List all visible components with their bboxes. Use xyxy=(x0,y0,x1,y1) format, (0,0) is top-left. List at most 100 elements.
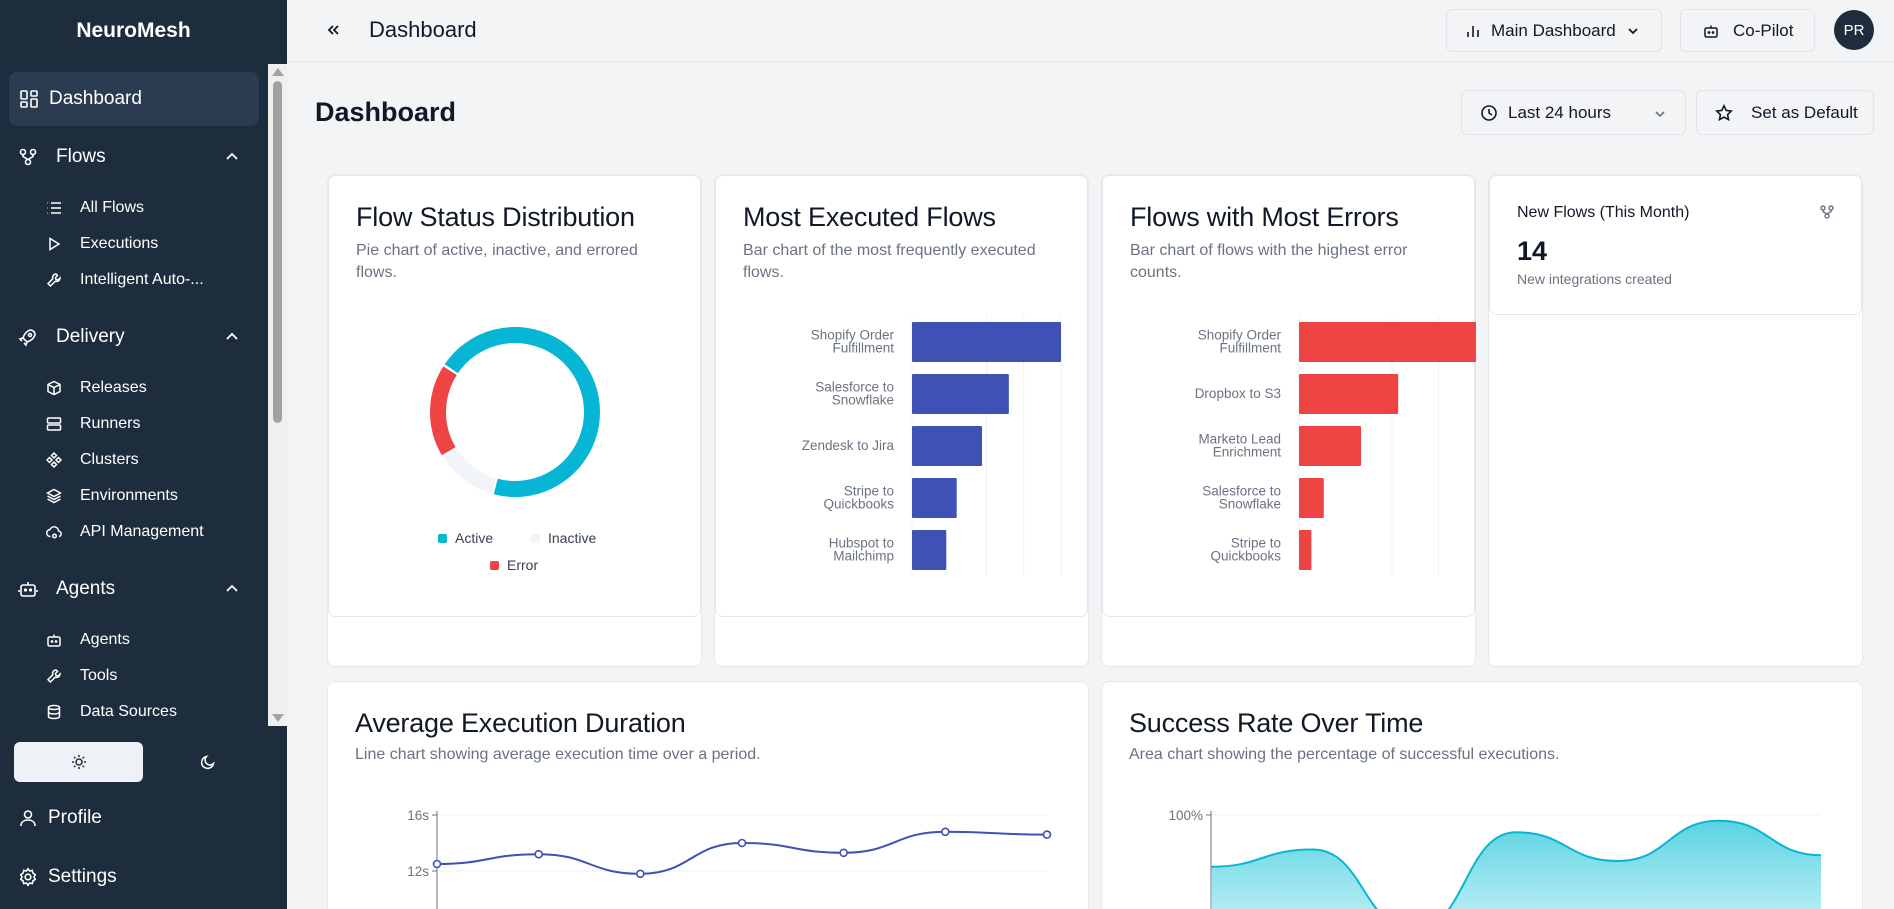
legend-inactive: Inactive xyxy=(531,530,596,546)
bar-label: Mailchimp xyxy=(833,549,894,564)
sidebar-item-runners[interactable]: Runners xyxy=(46,409,140,439)
sidebar-item-label: Agents xyxy=(80,631,130,648)
bar-label: Enrichment xyxy=(1213,445,1282,460)
server-icon xyxy=(46,417,62,431)
dashboard-select[interactable]: Main Dashboard xyxy=(1446,9,1662,52)
bar xyxy=(912,374,1009,414)
collapse-sidebar-icon[interactable] xyxy=(323,20,343,40)
sidebar-item-data-sources[interactable]: Data Sources xyxy=(46,697,177,726)
bar-label: Marketo Lead xyxy=(1198,432,1281,447)
bar-label: Stripe to xyxy=(844,484,894,499)
success-area-chart: 100% xyxy=(1168,808,1822,909)
list-icon xyxy=(47,202,61,214)
chevron-up-icon[interactable] xyxy=(224,149,240,165)
copilot-label: Co-Pilot xyxy=(1733,20,1794,40)
area-fill xyxy=(1211,820,1821,909)
sidebar-item-label: Settings xyxy=(48,866,117,887)
y-tick-label: 16s xyxy=(407,808,429,823)
sidebar-item-agents[interactable]: Agents xyxy=(46,625,130,655)
most-executed-card: Most Executed Flows Bar chart of the mos… xyxy=(715,175,1088,617)
set-default-button[interactable]: Set as Default xyxy=(1696,90,1874,135)
pie-slice-inactive xyxy=(443,448,497,494)
legend-swatch xyxy=(438,533,447,543)
bar-label: Salesforce to xyxy=(1202,484,1281,499)
sidebar-item-intelligent-auto[interactable]: Intelligent Auto-... xyxy=(46,265,204,295)
bar-label: Dropbox to S3 xyxy=(1195,386,1281,401)
card-title: Success Rate Over Time xyxy=(1129,708,1424,738)
card-description: Bar chart of the most frequently execute… xyxy=(743,242,1036,281)
sidebar-item-all-flows[interactable]: All Flows xyxy=(46,193,144,223)
y-tick-label: 12s xyxy=(407,864,429,879)
sidebar-scrollbar[interactable] xyxy=(268,64,287,726)
bar-label: Snowflake xyxy=(832,393,894,408)
card-title: Most Executed Flows xyxy=(743,202,996,232)
sidebar-item-label: Intelligent Auto-... xyxy=(80,271,204,288)
card-description: Area chart showing the percentage of suc… xyxy=(1129,746,1560,763)
series-line xyxy=(1210,819,1822,909)
layers-icon xyxy=(46,488,62,504)
sidebar-item-clusters[interactable]: Clusters xyxy=(46,445,139,475)
rocket-icon xyxy=(18,329,36,347)
sidebar-item-label: Clusters xyxy=(80,451,139,468)
workflow-icon xyxy=(19,148,37,166)
page-title: Dashboard xyxy=(315,97,457,127)
bar xyxy=(912,322,1061,362)
sidebar-item-releases[interactable]: Releases xyxy=(46,373,147,403)
errors-card: Flows with Most Errors Bar chart of flow… xyxy=(1102,175,1476,617)
sidebar-item-dashboard[interactable]: Dashboard xyxy=(9,72,259,126)
sidebar-item-tools[interactable]: Tools xyxy=(46,661,117,691)
moon-icon xyxy=(200,755,215,770)
sidebar-section-flows[interactable]: Flows xyxy=(0,137,268,177)
scroll-thumb[interactable] xyxy=(273,81,282,423)
bar xyxy=(1299,530,1312,570)
chevron-up-icon[interactable] xyxy=(224,581,240,597)
data-point xyxy=(432,859,442,869)
card-description: Pie chart of active, inactive, and error… xyxy=(356,242,638,281)
avatar[interactable]: PR xyxy=(1834,10,1874,50)
dark-theme-button[interactable] xyxy=(143,742,272,782)
sidebar-item-settings[interactable]: Settings xyxy=(18,860,117,894)
data-point xyxy=(1042,830,1052,839)
card-title: New Flows (This Month) xyxy=(1517,204,1690,221)
sidebar: NeuroMesh Dashboard Flows All Flows Exec… xyxy=(0,0,287,909)
duration-line-chart: 16s 12s xyxy=(407,808,1052,909)
flow-status-card: Flow Status Distribution Pie chart of ac… xyxy=(328,175,701,617)
bar xyxy=(1299,374,1399,414)
sidebar-item-label: Dashboard xyxy=(49,88,142,109)
series-line xyxy=(436,830,1047,875)
sidebar-item-api-management[interactable]: API Management xyxy=(46,517,204,547)
sidebar-section-delivery[interactable]: Delivery xyxy=(0,317,268,357)
chevron-up-icon[interactable] xyxy=(224,329,240,345)
bar-label: Fulfillment xyxy=(1219,341,1281,356)
copilot-button[interactable]: Co-Pilot xyxy=(1680,9,1815,52)
new-flows-subtext: New integrations created xyxy=(1517,271,1672,287)
legend-label: Active xyxy=(455,530,494,546)
scroll-down-arrow[interactable] xyxy=(272,714,284,722)
duration-card: Average Execution Duration Line chart sh… xyxy=(327,681,1089,909)
bar-label: Salesforce to xyxy=(815,380,894,395)
user-icon xyxy=(20,810,36,827)
sidebar-section-agents[interactable]: Agents xyxy=(0,569,268,609)
sidebar-item-label: All Flows xyxy=(80,199,145,216)
pie-slice-active xyxy=(444,327,600,497)
section-label: Flows xyxy=(56,146,106,167)
sidebar-item-label: Tools xyxy=(80,667,118,684)
bar xyxy=(912,426,983,466)
sidebar-item-label: Profile xyxy=(48,807,102,828)
package-icon xyxy=(47,380,61,396)
theme-toggle xyxy=(14,742,272,782)
sidebar-item-environments[interactable]: Environments xyxy=(46,481,178,511)
scroll-up-arrow[interactable] xyxy=(272,68,284,76)
chevron-down-icon xyxy=(1655,111,1665,118)
play-icon xyxy=(49,237,61,251)
sidebar-item-executions[interactable]: Executions xyxy=(46,229,158,259)
time-range-select[interactable]: Last 24 hours xyxy=(1461,90,1686,135)
light-theme-button[interactable] xyxy=(14,742,143,782)
database-icon xyxy=(47,704,61,720)
sidebar-item-profile[interactable]: Profile xyxy=(18,801,102,835)
bar-label: Fulfillment xyxy=(832,341,894,356)
star-icon xyxy=(1715,103,1733,121)
bar-label: Shopify Order xyxy=(811,328,895,343)
bar-label: Zendesk to Jira xyxy=(802,438,895,453)
